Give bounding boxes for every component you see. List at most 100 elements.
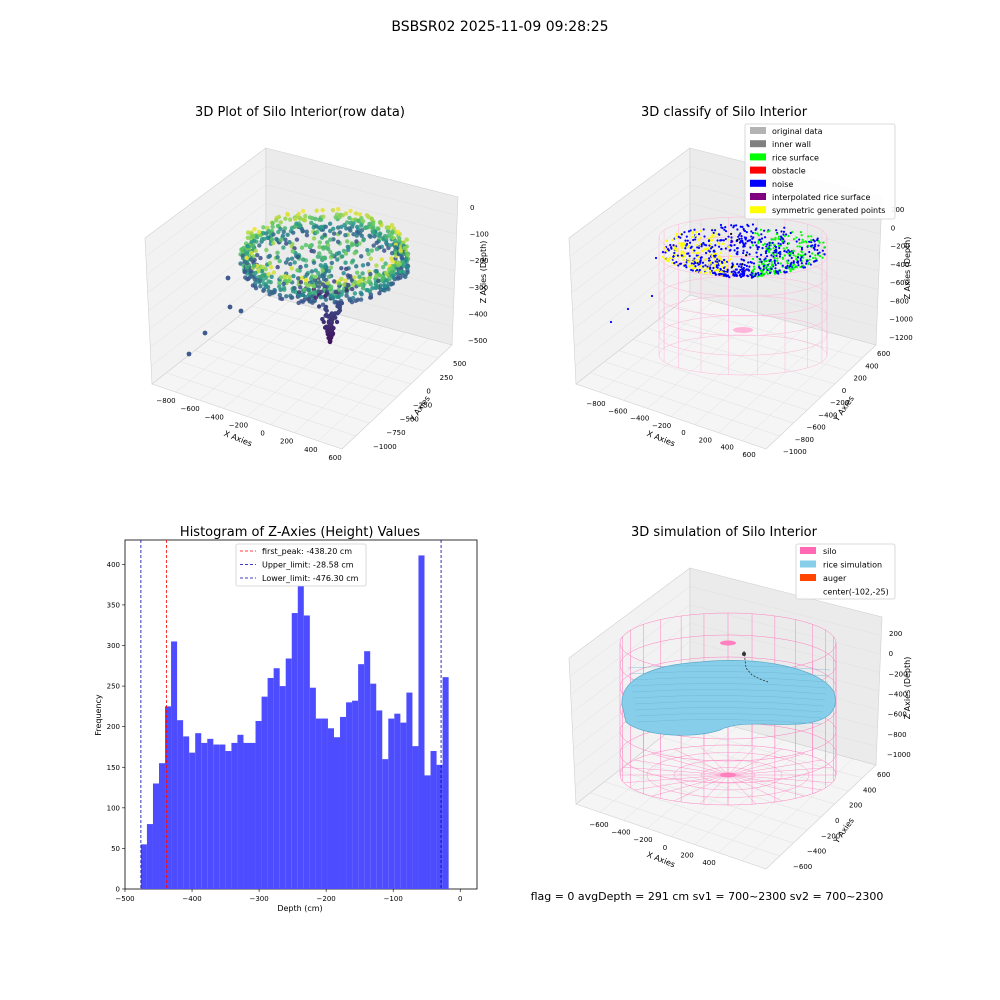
histogram-bar <box>237 734 244 889</box>
data-point <box>368 295 373 300</box>
histogram-bar <box>177 720 184 889</box>
grid-line <box>570 604 691 695</box>
data-point <box>282 287 287 292</box>
data-point <box>284 294 289 299</box>
classified-point <box>686 258 690 261</box>
data-point <box>298 279 304 285</box>
classified-point <box>680 233 683 236</box>
legend-label: symmetric generated points <box>772 206 885 215</box>
classified-point <box>676 254 679 257</box>
classified-point <box>691 267 694 270</box>
data-point <box>384 278 389 283</box>
classified-point <box>789 270 792 273</box>
classified-point <box>749 239 752 242</box>
classified-point <box>799 254 802 257</box>
data-point <box>261 287 267 292</box>
grid-line <box>670 739 784 837</box>
classified-point <box>805 241 808 244</box>
data-point <box>294 237 300 242</box>
classified-point <box>685 266 688 269</box>
x-tick-label: −200 <box>652 422 671 430</box>
classified-point <box>714 235 717 238</box>
data-point <box>328 331 334 336</box>
data-point <box>381 275 386 281</box>
classified-point <box>694 238 697 241</box>
classified-point <box>694 261 697 264</box>
classified-point <box>765 271 768 274</box>
x-tick-label: 0 <box>458 895 462 903</box>
classified-point <box>782 241 785 245</box>
simulation-rice-surface <box>621 650 836 736</box>
classified-point <box>702 228 705 231</box>
classified-point <box>759 258 762 261</box>
classified-point <box>776 259 779 262</box>
outlier-point <box>227 304 233 310</box>
data-point <box>398 269 403 274</box>
data-point <box>365 248 370 253</box>
y-tick-label: 200 <box>107 723 120 731</box>
data-point <box>343 260 348 265</box>
classified-point <box>808 258 811 261</box>
classified-point <box>735 268 738 271</box>
classified-point <box>747 268 750 271</box>
classified-point <box>812 246 815 250</box>
silo-center <box>733 327 753 333</box>
classified-point <box>696 246 699 249</box>
classified-point <box>691 235 694 239</box>
histogram-bar <box>442 677 449 889</box>
classified-point <box>775 232 778 236</box>
histogram-bar <box>412 746 419 889</box>
classified-point <box>698 236 701 240</box>
classified-point <box>742 274 746 277</box>
noise-point <box>609 320 613 324</box>
x-tick-label: 400 <box>720 444 733 452</box>
legend-label: silo <box>823 547 837 556</box>
data-point <box>261 225 266 230</box>
data-point <box>295 276 301 281</box>
data-point <box>359 292 364 297</box>
simulation-silo-wireframe <box>619 612 837 806</box>
z-tick-label: 200 <box>889 630 902 638</box>
histogram-y-ticks: 0 50 100 150 200 250 300 350 400 <box>107 561 125 894</box>
classified-point <box>704 271 707 274</box>
data-point <box>344 293 349 298</box>
data-point <box>309 220 314 226</box>
data-point <box>354 270 360 275</box>
data-point <box>350 282 356 287</box>
data-point <box>340 254 345 259</box>
data-point <box>244 265 250 270</box>
classified-point <box>699 229 702 232</box>
data-point <box>313 274 318 279</box>
classified-point <box>704 244 708 247</box>
legend-label: obstacle <box>772 167 806 176</box>
classified-point <box>768 241 771 244</box>
classified-point <box>722 242 725 245</box>
histogram-bar <box>418 555 425 889</box>
histogram-y-label: Frequency <box>94 694 103 736</box>
classified-point <box>778 269 781 272</box>
data-point <box>317 280 322 285</box>
classified-point <box>691 232 694 235</box>
classified-point <box>700 245 703 248</box>
data-point <box>271 232 276 237</box>
data-point <box>393 238 398 244</box>
data-point <box>280 233 286 238</box>
data-point <box>252 227 257 232</box>
data-point <box>344 220 350 225</box>
silo-ring <box>658 334 828 376</box>
classified-point <box>719 239 722 242</box>
classified-point <box>664 251 667 254</box>
classified-point <box>711 234 714 237</box>
classified-point <box>702 265 705 268</box>
data-point <box>317 251 322 256</box>
classified-point <box>814 243 817 246</box>
classified-point <box>756 246 759 249</box>
data-point <box>385 228 391 234</box>
classified-point <box>698 268 701 272</box>
grid-line <box>294 332 406 433</box>
classified-point <box>816 237 819 240</box>
data-point <box>350 242 355 248</box>
classified-point <box>811 256 815 260</box>
panel-simulation-3d: 3D simulation of Silo Interior −600−400−… <box>568 525 912 871</box>
data-point <box>405 252 410 258</box>
